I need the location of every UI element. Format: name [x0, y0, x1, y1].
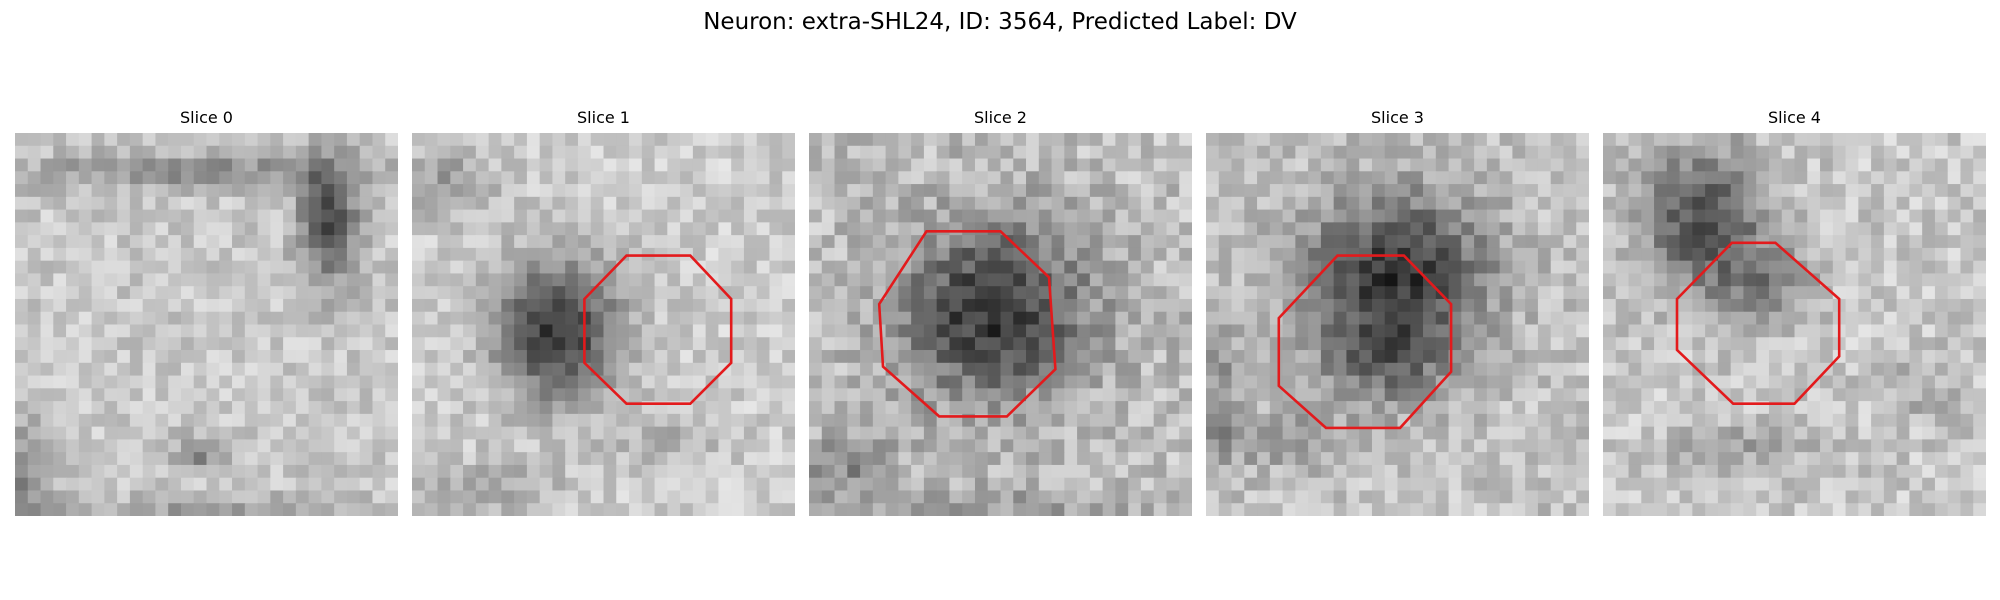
slice-image-4 — [1603, 133, 1986, 516]
slice-title-2: Slice 2 — [809, 108, 1192, 128]
slice-panel-0: Slice 0 — [15, 133, 398, 516]
slice-panel-3: Slice 3 — [1206, 133, 1589, 516]
slice-title-3: Slice 3 — [1206, 108, 1589, 128]
slice-image-0 — [15, 133, 398, 516]
slice-title-1: Slice 1 — [412, 108, 795, 128]
slice-title-0: Slice 0 — [15, 108, 398, 128]
slice-title-4: Slice 4 — [1603, 108, 1986, 128]
slice-image-2 — [809, 133, 1192, 516]
figure-title: Neuron: extra-SHL24, ID: 3564, Predicted… — [0, 6, 2000, 38]
slice-panel-4: Slice 4 — [1603, 133, 1986, 516]
slice-image-3 — [1206, 133, 1589, 516]
slice-image-1 — [412, 133, 795, 516]
slice-panel-2: Slice 2 — [809, 133, 1192, 516]
slice-panel-1: Slice 1 — [412, 133, 795, 516]
